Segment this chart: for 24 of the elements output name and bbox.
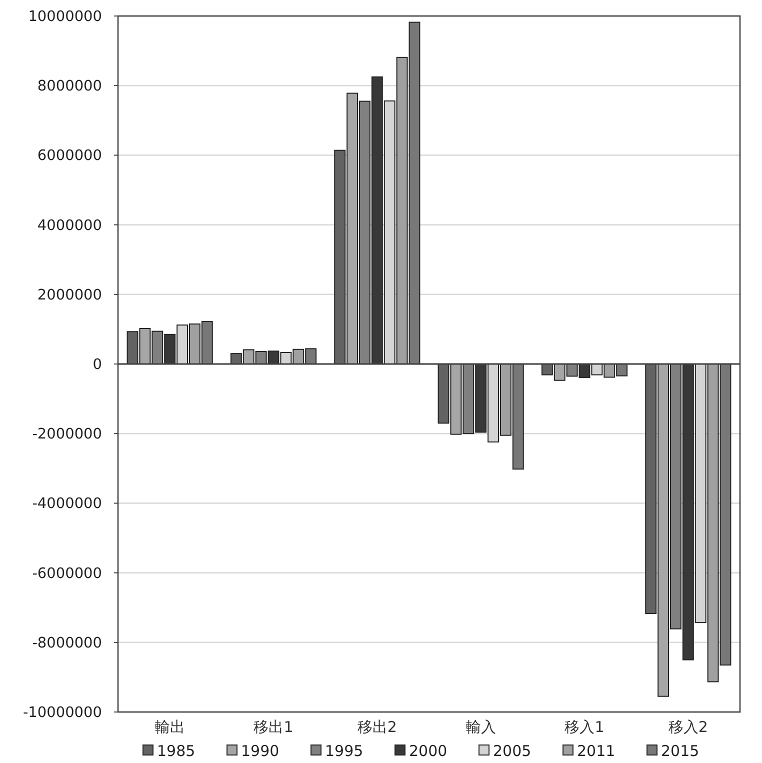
- legend-label: 2005: [493, 742, 532, 760]
- y-tick-label: 10000000: [28, 9, 102, 25]
- y-tick-label: 8000000: [37, 78, 102, 95]
- x-tick-label: 移入1: [564, 718, 604, 736]
- legend-label: 2011: [577, 742, 616, 760]
- y-tick-label: 2000000: [37, 287, 102, 304]
- y-tick-label: 0: [92, 357, 102, 373]
- legend-label: 1990: [241, 742, 280, 760]
- x-tick-label: 輸入: [466, 718, 496, 736]
- legend-label: 1995: [325, 742, 364, 760]
- y-tick-label: -6000000: [32, 566, 102, 582]
- y-tick-label: -2000000: [32, 426, 102, 443]
- legend-label: 1985: [157, 742, 196, 760]
- x-tick-label: 移出2: [357, 718, 397, 736]
- y-tick-label: 6000000: [37, 148, 102, 164]
- x-tick-label: 移出1: [254, 718, 294, 736]
- legend-label: 2015: [661, 742, 700, 760]
- y-tick-label: -10000000: [22, 705, 102, 721]
- y-tick-label: -8000000: [32, 635, 102, 652]
- y-tick-label: 4000000: [37, 218, 102, 234]
- x-tick-label: 輸出: [154, 718, 185, 736]
- x-tick-label: 移入2: [668, 718, 708, 736]
- y-tick-label: -4000000: [32, 496, 102, 512]
- legend-label: 2000: [409, 742, 448, 760]
